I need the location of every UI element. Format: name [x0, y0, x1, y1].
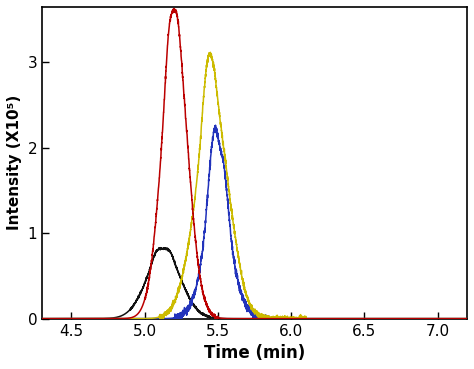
Y-axis label: Intensity (X10⁵): Intensity (X10⁵)	[7, 95, 22, 230]
X-axis label: Time (min): Time (min)	[204, 344, 305, 362]
